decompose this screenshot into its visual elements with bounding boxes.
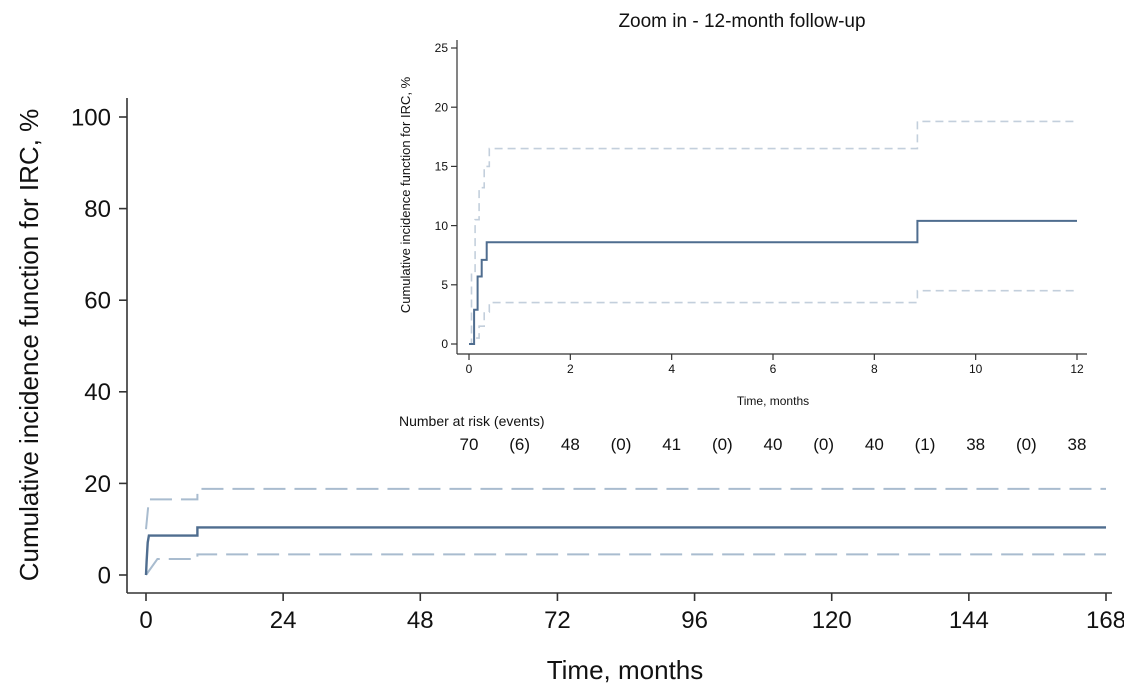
risk-table-at-risk-value: 41 xyxy=(662,435,681,454)
inset-series-upper-line xyxy=(469,120,1077,345)
main-x-tick-label: 120 xyxy=(812,607,852,634)
inset-x-tick-label: 4 xyxy=(668,362,675,376)
risk-table-at-risk-value: 40 xyxy=(865,435,884,454)
inset-x-tick-label: 12 xyxy=(1070,362,1084,376)
inset-plot: Zoom in - 12-month follow-up 0 5 10 15 20 25 0 2… xyxy=(392,11,1110,476)
inset-y-tick-label: 20 xyxy=(435,100,449,114)
main-x-tick-label: 48 xyxy=(407,607,434,634)
main-y-tick-label: 40 xyxy=(84,379,111,406)
risk-table-events-value: (0) xyxy=(1016,435,1037,454)
risk-table-events-value: (1) xyxy=(915,435,936,454)
inset-y-axis-title: Cumulative incidence function for IRC, % xyxy=(398,76,413,313)
inset-y-tick-label: 25 xyxy=(435,41,449,55)
main-x-tick-label: 24 xyxy=(270,607,297,634)
risk-table-events-value: (6) xyxy=(509,435,530,454)
main-series-estimate-line xyxy=(144,526,1106,576)
inset-panel-background xyxy=(392,28,1110,476)
risk-table-events-value: (0) xyxy=(712,435,733,454)
inset-x-tick-label: 8 xyxy=(871,362,878,376)
inset-x-tick-label: 0 xyxy=(466,362,473,376)
inset-x-tick-label: 6 xyxy=(770,362,777,376)
risk-table-at-risk-value: 38 xyxy=(966,435,985,454)
risk-table-at-risk-value: 40 xyxy=(764,435,783,454)
inset-series-estimate-line xyxy=(469,219,1077,345)
inset-y-tick-label: 10 xyxy=(435,219,449,233)
main-x-tick-label: 168 xyxy=(1086,607,1124,634)
main-x-tick-label: 0 xyxy=(139,607,152,634)
risk-table-events-value: (0) xyxy=(611,435,632,454)
risk-table-at-risk-value: 38 xyxy=(1068,435,1087,454)
main-y-axis-title: Cumulative incidence function for IRC, % xyxy=(14,109,44,582)
main-y-tick-label: 0 xyxy=(98,562,111,589)
inset-y-tick-label: 5 xyxy=(441,278,448,292)
main-y-tick-label: 60 xyxy=(84,288,111,315)
inset-y-tick-label: 15 xyxy=(435,160,449,174)
main-y-tick-label: 20 xyxy=(84,471,111,498)
inset-x-axis-title: Time, months xyxy=(737,394,809,408)
inset-y-tick-label: 0 xyxy=(441,337,448,351)
main-x-tick-label: 144 xyxy=(949,607,989,634)
main-x-axis-title: Time, months xyxy=(547,655,704,685)
main-series-upper-line xyxy=(145,487,1106,530)
risk-table-at-risk-value: 70 xyxy=(460,435,479,454)
main-series-lower-line xyxy=(145,553,1106,576)
inset-title: Zoom in - 12-month follow-up xyxy=(618,11,865,32)
inset-x-tick-label: 10 xyxy=(969,362,983,376)
main-y-tick-label: 100 xyxy=(71,104,111,131)
risk-table-at-risk-value: 48 xyxy=(561,435,580,454)
risk-table-events-value: (0) xyxy=(813,435,834,454)
risk-table-label: Number at risk (events) xyxy=(399,413,544,429)
main-y-tick-label: 80 xyxy=(84,196,111,223)
inset-x-tick-label: 2 xyxy=(567,362,574,376)
main-x-tick-label: 96 xyxy=(681,607,708,634)
main-x-tick-label: 72 xyxy=(544,607,571,634)
inset-series-lower-line xyxy=(469,289,1077,345)
